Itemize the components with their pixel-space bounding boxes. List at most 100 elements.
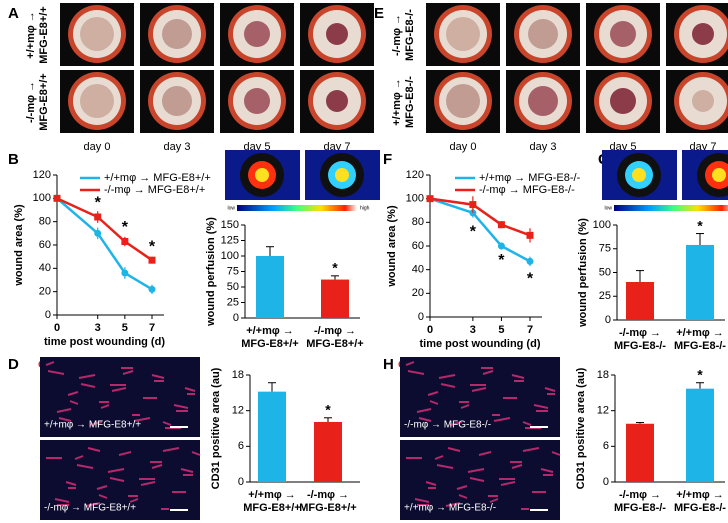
vessel xyxy=(89,421,103,426)
point xyxy=(469,201,477,209)
vessel xyxy=(118,451,132,456)
wound-photo-bed xyxy=(244,21,270,47)
x-tick-label: -/-mφ → xyxy=(619,489,661,501)
perfusion-core xyxy=(632,168,646,182)
panel-letter: A xyxy=(8,5,19,22)
wound-photo-bed xyxy=(80,17,114,51)
bar xyxy=(321,279,349,318)
y-tick-label: 80 xyxy=(39,216,51,228)
x-tick-label: 7 xyxy=(527,324,533,336)
wound-photo-bed xyxy=(80,84,114,118)
vessel xyxy=(438,374,456,379)
vessel xyxy=(418,417,432,422)
significance: * xyxy=(325,402,331,418)
x-tick-label: -/-mφ → xyxy=(619,327,661,339)
vessel xyxy=(522,421,532,426)
y-axis-label: wound perfusion (%) xyxy=(577,218,589,328)
vessel xyxy=(133,417,151,422)
vessel xyxy=(540,468,554,473)
significance: * xyxy=(498,252,505,269)
vessel xyxy=(122,370,134,375)
vessel xyxy=(47,370,65,375)
vessel xyxy=(76,464,94,469)
vessel xyxy=(96,485,108,490)
x-tick-label: MFG-E8+/+ xyxy=(299,502,356,514)
vessel xyxy=(482,370,494,375)
x-tick-label: +/+mφ → xyxy=(248,489,296,501)
point xyxy=(94,229,102,237)
vessel xyxy=(469,477,485,482)
y-tick-label: 150 xyxy=(221,219,239,231)
micrograph xyxy=(400,357,560,437)
y-tick-label: 50 xyxy=(599,266,611,278)
vessel xyxy=(511,464,523,469)
scale-label: low xyxy=(604,205,612,211)
vessel xyxy=(467,468,485,473)
image-label: +/+mφ → MFG-E8+/+ xyxy=(44,420,141,431)
x-tick-label: +/+mφ → xyxy=(676,327,724,339)
panel-letter: E xyxy=(374,5,384,22)
vessel xyxy=(67,391,79,396)
row-label: +/+mφ → xyxy=(391,78,403,126)
vessel xyxy=(489,498,499,503)
x-tick-label: MFG-E8+/+ xyxy=(241,338,298,350)
vessel xyxy=(478,451,492,456)
wound-photo-bed xyxy=(610,21,636,47)
y-tick-label: 50 xyxy=(227,281,239,293)
vessel xyxy=(162,447,180,452)
point xyxy=(148,256,156,264)
image-label: -/-mφ → MFG-E8-/- xyxy=(404,420,491,431)
day-label: day 0 xyxy=(84,141,111,153)
x-tick-label: MFG-E8-/- xyxy=(614,340,666,352)
point xyxy=(497,242,505,250)
y-axis-label: CD31 positive area (au) xyxy=(575,367,587,489)
day-label: day 5 xyxy=(610,141,637,153)
vessel xyxy=(445,502,461,507)
vessel xyxy=(533,404,549,409)
bar xyxy=(626,282,654,320)
perfusion-core xyxy=(712,168,726,182)
y-tick-label: 80 xyxy=(412,216,424,228)
y-axis-label: wound perfusion (%) xyxy=(205,217,217,327)
day-label: day 5 xyxy=(244,141,271,153)
wound-photo-bed xyxy=(162,19,192,49)
vessel xyxy=(440,383,456,388)
vessel xyxy=(162,421,172,426)
y-tick-label: 18 xyxy=(232,369,244,381)
panel-letter: B xyxy=(8,151,19,168)
color-scale xyxy=(237,205,357,211)
significance: * xyxy=(697,366,703,382)
significance: * xyxy=(122,219,129,236)
vessel xyxy=(100,404,110,409)
vessel xyxy=(45,361,55,366)
legend-label: -/-mφ → MFG-E8-/- xyxy=(479,184,575,196)
point xyxy=(121,238,129,245)
point xyxy=(526,257,534,265)
wound-photo-bed xyxy=(446,84,480,118)
bar xyxy=(314,421,342,482)
y-tick-label: 0 xyxy=(603,476,609,488)
vessel xyxy=(58,417,72,422)
vessel xyxy=(434,455,444,460)
y-tick-label: 0 xyxy=(233,312,239,324)
y-tick-label: 125 xyxy=(221,234,239,246)
point xyxy=(148,285,156,293)
wound-photo-bed xyxy=(610,88,636,114)
vessel xyxy=(98,494,108,499)
y-tick-label: 6 xyxy=(238,440,244,452)
vessel xyxy=(85,502,101,507)
vessel xyxy=(184,387,196,392)
vessel xyxy=(80,383,96,388)
vessel xyxy=(74,455,84,460)
vessel xyxy=(436,464,454,469)
vessel xyxy=(416,408,432,413)
panel-letter: F xyxy=(383,151,392,168)
vessel xyxy=(191,451,201,456)
y-tick-label: 20 xyxy=(39,286,51,298)
row-label: +/+mφ → xyxy=(25,11,37,59)
day-label: day 3 xyxy=(164,141,191,153)
y-tick-label: 25 xyxy=(599,290,611,302)
y-axis-label: wound area (%) xyxy=(386,205,398,288)
series-line xyxy=(56,197,153,262)
